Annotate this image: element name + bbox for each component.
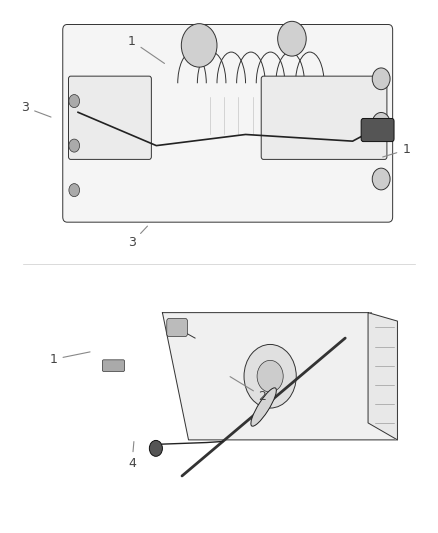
FancyBboxPatch shape <box>167 318 187 336</box>
Circle shape <box>372 68 390 90</box>
Circle shape <box>372 168 390 190</box>
FancyBboxPatch shape <box>68 76 152 159</box>
Polygon shape <box>368 313 397 440</box>
Polygon shape <box>162 313 397 440</box>
Text: 1: 1 <box>383 143 410 157</box>
Circle shape <box>257 360 283 392</box>
Circle shape <box>278 21 306 56</box>
Text: 1: 1 <box>128 35 165 63</box>
Text: 1: 1 <box>49 352 90 366</box>
Text: 2: 2 <box>230 377 266 403</box>
Text: 3: 3 <box>128 226 148 249</box>
Circle shape <box>244 344 296 408</box>
Circle shape <box>372 112 390 134</box>
Circle shape <box>181 23 217 67</box>
Ellipse shape <box>251 388 276 426</box>
FancyBboxPatch shape <box>63 25 392 222</box>
FancyBboxPatch shape <box>361 118 394 142</box>
Text: 3: 3 <box>21 101 51 117</box>
FancyBboxPatch shape <box>261 76 387 159</box>
Circle shape <box>69 139 80 152</box>
FancyBboxPatch shape <box>102 360 124 372</box>
Circle shape <box>69 94 80 108</box>
Circle shape <box>69 184 80 197</box>
Text: 4: 4 <box>128 442 136 470</box>
Circle shape <box>149 440 162 456</box>
